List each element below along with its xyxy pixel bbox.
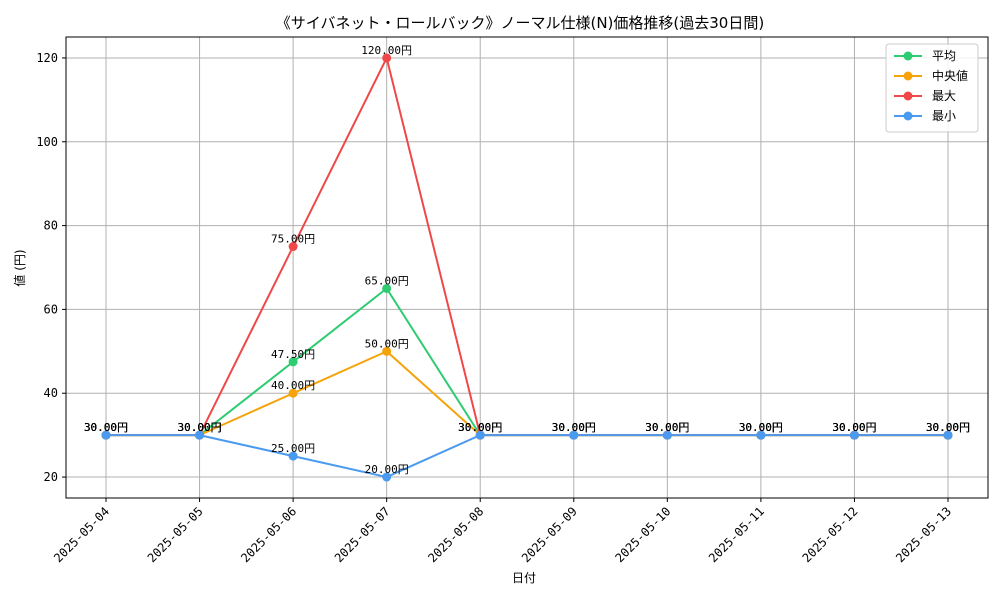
y-tick-label: 80 [44,219,58,233]
data-label: 30.00円 [177,421,221,434]
data-label: 30.00円 [458,421,502,434]
chart-title: 《サイバネット・ロールバック》ノーマル仕様(N)価格推移(過去30日間) [276,14,764,32]
data-point [288,451,298,461]
data-label: 25.00円 [271,442,315,455]
data-label: 47.50円 [271,348,315,361]
data-label: 30.00円 [177,421,221,434]
data-label: 30.00円 [832,421,876,434]
data-label: 30.00円 [458,421,502,434]
data-label: 30.00円 [552,421,596,434]
data-point [849,430,859,440]
data-point [662,430,672,440]
data-point [756,430,766,440]
x-tick-label: 2025-05-05 [145,504,206,565]
data-point [288,242,298,252]
legend-marker [903,111,913,121]
x-tick-label: 2025-05-06 [238,504,299,565]
data-label: 30.00円 [926,421,970,434]
data-label: 30.00円 [645,421,689,434]
x-tick-label: 2025-05-04 [51,504,112,565]
data-label: 30.00円 [552,421,596,434]
data-label: 30.00円 [645,421,689,434]
data-point [288,357,298,367]
y-tick-label: 40 [44,386,58,400]
x-tick-label: 2025-05-12 [800,504,861,565]
data-label: 30.00円 [832,421,876,434]
data-label: 30.00円 [458,421,502,434]
x-tick-label: 2025-05-10 [612,504,673,565]
data-label: 30.00円 [739,421,783,434]
legend-marker [903,51,913,61]
series-line [106,55,948,437]
y-tick-label: 120 [36,51,58,65]
plot-frame [65,36,989,499]
data-label: 30.00円 [84,421,128,434]
y-tick-label: 60 [44,302,58,316]
legend-label: 最小 [932,109,956,123]
data-point [101,430,111,440]
data-label: 30.00円 [84,421,128,434]
x-tick-label: 2025-05-09 [519,504,580,565]
data-label: 30.00円 [739,421,783,434]
series-layer [101,53,953,482]
data-label: 30.00円 [84,421,128,434]
data-label: 40.00円 [271,379,315,392]
data-label: 30.00円 [645,421,689,434]
data-label: 30.00円 [739,421,783,434]
y-tick-label: 100 [36,135,58,149]
data-label: 30.00円 [552,421,596,434]
y-tick-label: 20 [44,470,58,484]
series-line [106,286,948,437]
data-point [475,430,485,440]
legend-label: 平均 [932,49,956,63]
data-label: 30.00円 [552,421,596,434]
series-line [106,434,948,479]
data-label: 30.00円 [458,421,502,434]
data-labels: 30.00円 30.00円 47.50円 65.00円 30.00円 30.00円 30.0… [84,44,970,476]
data-label: 30.00円 [926,421,970,434]
legend-label: 中央値 [932,68,968,83]
x-tick-label: 2025-05-13 [893,504,954,565]
data-point [382,346,392,356]
data-point [195,430,205,440]
x-axis-label: 日付 [512,571,536,585]
data-label: 30.00円 [832,421,876,434]
data-point [288,388,298,398]
data-label: 30.00円 [645,421,689,434]
legend-marker [903,91,913,101]
data-label: 30.00円 [739,421,783,434]
legend-label: 最大 [932,89,956,103]
data-label: 30.00円 [926,421,970,434]
y-axis-label: 値 (円) [12,249,27,286]
data-label: 30.00円 [177,421,221,434]
legend-box [885,43,979,133]
data-label: 50.00円 [365,337,409,350]
data-point [382,472,392,482]
data-point [569,430,579,440]
data-label: 30.00円 [177,421,221,434]
data-point [382,53,392,63]
data-point [943,430,953,440]
data-label: 30.00円 [926,421,970,434]
data-label: 120.00円 [361,44,412,57]
data-label: 20.00円 [365,463,409,476]
data-point [382,283,392,293]
data-label: 65.00円 [365,274,409,287]
legend-marker [903,71,913,81]
data-label: 30.00円 [832,421,876,434]
data-label: 75.00円 [271,233,315,246]
x-tick-label: 2025-05-07 [332,504,393,565]
axis-ticks: 2025-05-04 2025-05-05 2025-05-06 2025-05-07… [36,51,954,565]
x-tick-label: 2025-05-11 [706,504,767,565]
data-label: 30.00円 [84,421,128,434]
x-tick-label: 2025-05-08 [425,504,486,565]
